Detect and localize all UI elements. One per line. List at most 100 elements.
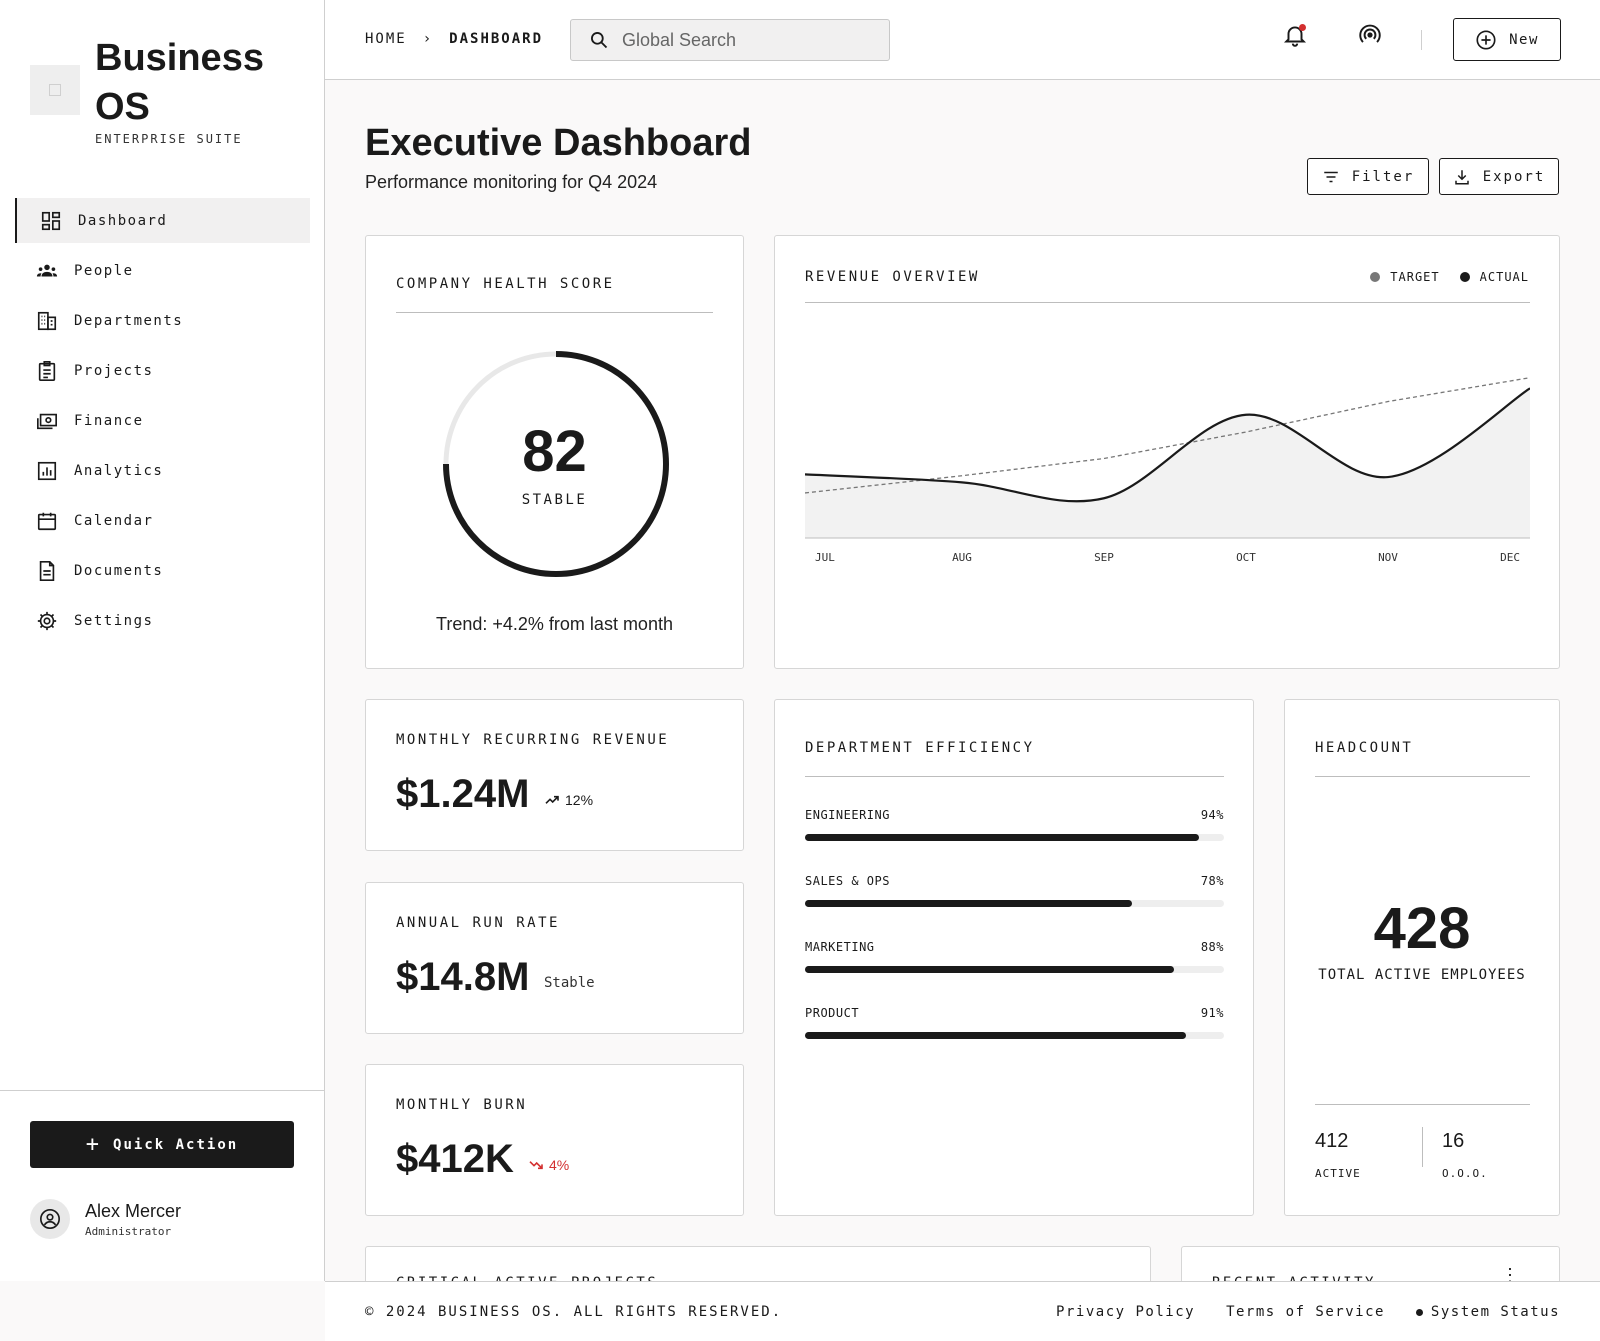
search-input[interactable]	[622, 29, 872, 51]
search-icon	[591, 32, 608, 49]
sidebar-item-finance[interactable]: Finance	[15, 398, 310, 443]
sidebar-item-dashboard[interactable]: Dashboard	[15, 198, 310, 243]
health-score-value: 82	[522, 419, 587, 484]
revenue-overview-card: REVENUE OVERVIEW TARGET ACTUAL JUL AUG SEP…	[774, 235, 1560, 669]
progress-track	[805, 1032, 1224, 1039]
privacy-policy-link[interactable]: Privacy Policy	[1056, 1304, 1196, 1320]
quick-action-button[interactable]: + Quick Action	[30, 1121, 294, 1168]
legend-label: ACTUAL	[1479, 270, 1529, 284]
stat-label: O.O.O.	[1442, 1167, 1488, 1180]
efficiency-row-product: PRODUCT 91%	[805, 1006, 1224, 1039]
export-button[interactable]: Export	[1439, 158, 1559, 195]
user-name: Alex Mercer	[85, 1200, 182, 1221]
divider	[1422, 1127, 1423, 1167]
dept-label: ENGINEERING	[805, 808, 890, 822]
add-circle-icon	[1476, 29, 1496, 50]
metric-delta: 4%	[528, 1157, 569, 1173]
dept-value: 88%	[1200, 940, 1224, 954]
metric-delta: Stable	[544, 975, 595, 991]
x-tick-label: SEP	[1094, 551, 1114, 564]
metric-delta-value: Stable	[544, 975, 595, 991]
calendar-icon	[36, 510, 58, 532]
efficiency-row-sales-ops: SALES & OPS 78%	[805, 874, 1224, 907]
broadcast-button[interactable]	[1357, 22, 1383, 48]
divider	[396, 312, 713, 313]
topbar-divider	[1421, 30, 1422, 50]
brand-logo	[30, 65, 80, 115]
health-score-card: COMPANY HEALTH SCORE 82 STABLE Trend: +4…	[365, 235, 744, 669]
legend-target: TARGET	[1370, 270, 1439, 284]
dept-value: 91%	[1200, 1006, 1224, 1020]
dept-label: PRODUCT	[805, 1006, 860, 1020]
divider	[805, 302, 1530, 303]
sidebar-item-label: Dashboard	[78, 212, 168, 229]
legend-label: TARGET	[1390, 270, 1440, 284]
sidebar-item-calendar[interactable]: Calendar	[15, 498, 310, 543]
global-search[interactable]	[570, 19, 890, 61]
sidebar-nav: Dashboard People Departments Projects Fi…	[15, 198, 310, 648]
people-icon	[36, 260, 58, 282]
sidebar-item-label: Finance	[74, 412, 144, 429]
more-options-icon[interactable]: ⋮	[1501, 1265, 1519, 1285]
system-status-link[interactable]: System Status	[1415, 1304, 1560, 1320]
avatar	[30, 1199, 70, 1239]
breadcrumb-home[interactable]: HOME	[365, 31, 407, 47]
progress-track	[805, 900, 1224, 907]
status-dot	[1415, 1308, 1423, 1316]
x-tick-label: DEC	[1500, 551, 1520, 564]
burn-card: MONTHLY BURN $412K 4%	[365, 1064, 744, 1216]
quick-action-label: Quick Action	[113, 1136, 239, 1153]
footer-copyright: © 2024 BUSINESS OS. ALL RIGHTS RESERVED.	[365, 1304, 783, 1320]
headcount-total-label: TOTAL ACTIVE EMPLOYEES	[1318, 967, 1526, 983]
bell-icon	[1283, 26, 1307, 47]
filter-label: Filter	[1351, 168, 1415, 185]
sidebar-item-documents[interactable]: Documents	[15, 548, 310, 593]
metric-delta: 12%	[544, 792, 593, 808]
sidebar-item-label: Projects	[74, 362, 154, 379]
brand-name: Business OS	[95, 37, 264, 128]
series-line-target	[805, 377, 1530, 494]
trending-up-icon	[545, 795, 559, 804]
stat-label: ACTIVE	[1315, 1167, 1361, 1180]
mrr-card: MONTHLY RECURRING REVENUE $1.24M 12%	[365, 699, 744, 851]
new-button[interactable]: New	[1453, 18, 1561, 61]
sidebar-item-people[interactable]: People	[15, 248, 310, 293]
sidebar-item-label: Departments	[74, 312, 184, 329]
sidebar-item-departments[interactable]: Departments	[15, 298, 310, 343]
dept-label: MARKETING	[805, 940, 875, 954]
sidebar-item-projects[interactable]: Projects	[15, 348, 310, 393]
metric-value: $1.24M	[396, 772, 530, 816]
health-gauge	[443, 351, 669, 577]
terms-link[interactable]: Terms of Service	[1226, 1304, 1385, 1320]
breadcrumb: HOME › DASHBOARD	[365, 31, 543, 47]
legend-swatch-actual	[1459, 272, 1470, 282]
download-icon	[1454, 169, 1469, 184]
plus-icon: +	[85, 1132, 102, 1157]
export-label: Export	[1482, 168, 1546, 185]
notifications-button[interactable]	[1282, 22, 1308, 48]
dashboard-icon	[40, 210, 62, 232]
metric-delta-value: 4%	[549, 1157, 570, 1173]
card-title: ANNUAL RUN RATE	[396, 915, 560, 931]
stat-value: 412	[1315, 1130, 1349, 1152]
department-efficiency-card: DEPARTMENT EFFICIENCY ENGINEERING 94% SAL…	[774, 699, 1254, 1216]
actual-area	[805, 388, 1530, 538]
progress-track	[805, 966, 1224, 973]
arr-card: ANNUAL RUN RATE $14.8M Stable	[365, 882, 744, 1034]
filter-button[interactable]: Filter	[1307, 158, 1429, 195]
series-line-actual	[805, 387, 1530, 503]
sidebar-item-analytics[interactable]: Analytics	[15, 448, 310, 493]
user-profile[interactable]: Alex Mercer Administrator	[30, 1199, 181, 1239]
filter-icon	[1323, 171, 1338, 182]
sidebar-footer: + Quick Action Alex Mercer Administrator	[0, 1090, 325, 1281]
sidebar-item-label: Calendar	[74, 512, 154, 529]
footer-links: Privacy Policy Terms of Service System S…	[1025, 1304, 1560, 1320]
sidebar-item-settings[interactable]: Settings	[15, 598, 310, 643]
analytics-icon	[36, 460, 58, 482]
gear-icon	[36, 610, 58, 632]
dept-label: SALES & OPS	[805, 874, 890, 888]
progress-fill	[805, 900, 1132, 907]
revenue-line-chart: JUL AUG SEP OCT NOV DEC	[805, 377, 1530, 564]
footer: © 2024 BUSINESS OS. ALL RIGHTS RESERVED.…	[325, 1281, 1600, 1341]
card-title: MONTHLY BURN	[396, 1097, 528, 1113]
